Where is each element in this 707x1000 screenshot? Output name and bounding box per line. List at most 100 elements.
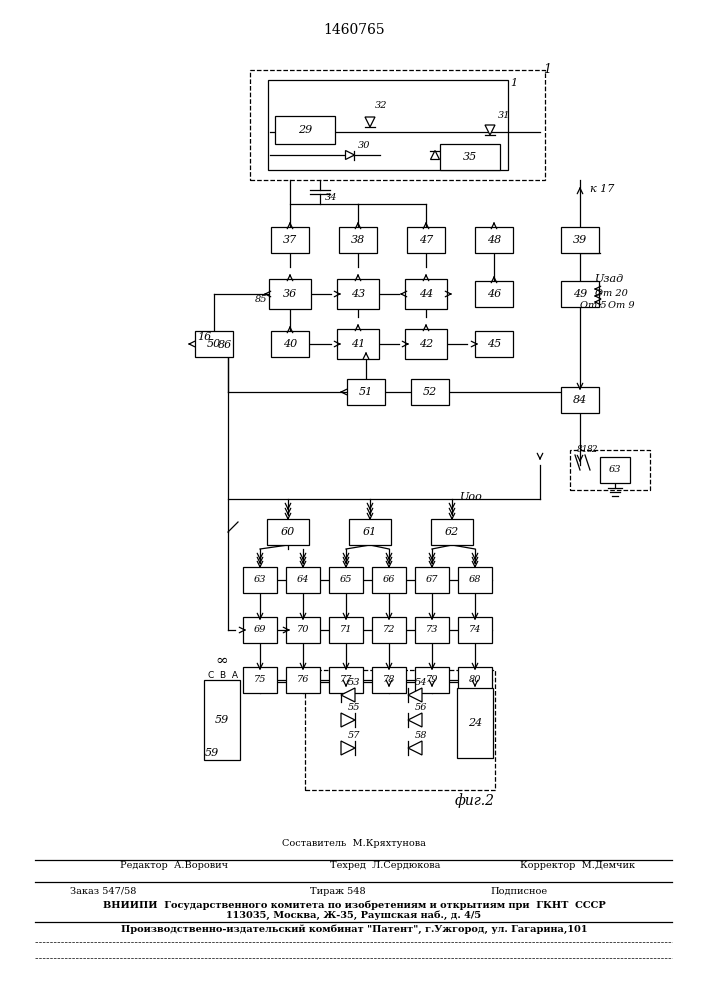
Text: 72: 72 xyxy=(382,626,395,635)
Bar xyxy=(339,227,377,253)
Bar xyxy=(458,567,492,593)
Text: 57: 57 xyxy=(348,731,361,740)
Bar xyxy=(415,667,449,693)
Text: 70: 70 xyxy=(297,626,309,635)
Text: 65: 65 xyxy=(340,576,352,584)
Text: 81: 81 xyxy=(577,445,588,454)
Text: 35: 35 xyxy=(463,152,477,162)
Polygon shape xyxy=(365,117,375,127)
Text: ВНИИПИ  Государственного комитета по изобретениям и открытиям при  ГКНТ  СССР: ВНИИПИ Государственного комитета по изоб… xyxy=(103,900,605,910)
Text: 16: 16 xyxy=(197,332,211,342)
Text: Производственно-издательский комбинат "Патент", г.Ужгород, ул. Гагарина,101: Производственно-издательский комбинат "П… xyxy=(121,924,588,934)
Text: 48: 48 xyxy=(487,235,501,245)
Text: 80: 80 xyxy=(469,676,481,684)
Bar xyxy=(415,617,449,643)
Text: 56: 56 xyxy=(415,703,428,712)
Bar xyxy=(305,670,495,790)
Text: 49: 49 xyxy=(573,289,587,299)
Bar xyxy=(457,688,493,758)
Text: 61: 61 xyxy=(363,527,377,537)
Text: 50: 50 xyxy=(207,339,221,349)
Polygon shape xyxy=(346,150,354,159)
Text: 55: 55 xyxy=(348,703,361,712)
Polygon shape xyxy=(485,125,495,135)
Text: 40: 40 xyxy=(283,339,297,349)
Text: фиг.2: фиг.2 xyxy=(455,793,495,808)
Bar xyxy=(329,567,363,593)
Bar xyxy=(475,331,513,357)
Text: 46: 46 xyxy=(487,289,501,299)
Text: 45: 45 xyxy=(487,339,501,349)
Text: Техред  Л.Сердюкова: Техред Л.Сердюкова xyxy=(330,861,440,870)
Bar xyxy=(204,680,240,760)
Text: 54: 54 xyxy=(415,678,428,687)
Text: 59: 59 xyxy=(215,715,229,725)
Text: 52: 52 xyxy=(423,387,437,397)
Text: 36: 36 xyxy=(283,289,297,299)
Bar xyxy=(405,279,447,309)
Text: Uоо: Uоо xyxy=(460,492,483,502)
Text: 78: 78 xyxy=(382,676,395,684)
Bar xyxy=(347,379,385,405)
Polygon shape xyxy=(408,741,422,755)
Text: Составитель  М.Кряхтунова: Составитель М.Кряхтунова xyxy=(282,839,426,848)
Text: 71: 71 xyxy=(340,626,352,635)
Text: Uзад: Uзад xyxy=(595,274,624,284)
Text: 34: 34 xyxy=(325,193,337,202)
Text: 113035, Москва, Ж-35, Раушская наб., д. 4/5: 113035, Москва, Ж-35, Раушская наб., д. … xyxy=(226,910,481,920)
Bar xyxy=(600,457,630,483)
Polygon shape xyxy=(431,150,440,159)
Text: 31: 31 xyxy=(498,111,510,120)
Text: 59: 59 xyxy=(205,748,219,758)
Bar xyxy=(431,519,473,545)
Text: 60: 60 xyxy=(281,527,295,537)
Bar xyxy=(268,80,508,170)
Text: 1: 1 xyxy=(543,63,551,76)
Text: C  B  A: C B A xyxy=(208,671,238,680)
Text: 41: 41 xyxy=(351,339,365,349)
Text: 73: 73 xyxy=(426,626,438,635)
Bar xyxy=(561,227,599,253)
Text: 32: 32 xyxy=(375,101,387,110)
Polygon shape xyxy=(341,713,355,727)
Bar xyxy=(243,667,277,693)
Text: От 9: От 9 xyxy=(608,301,635,310)
Bar xyxy=(372,567,406,593)
Text: ∞: ∞ xyxy=(215,654,228,668)
Bar xyxy=(475,281,513,307)
Text: 1: 1 xyxy=(510,78,517,88)
Text: 63: 63 xyxy=(609,466,621,475)
Bar xyxy=(243,617,277,643)
Text: 76: 76 xyxy=(297,676,309,684)
Bar xyxy=(269,279,311,309)
Bar xyxy=(275,116,335,144)
Text: 47: 47 xyxy=(419,235,433,245)
Text: 1460765: 1460765 xyxy=(323,23,385,37)
Text: 24: 24 xyxy=(468,718,482,728)
Bar xyxy=(561,281,599,307)
Text: 68: 68 xyxy=(469,576,481,584)
Text: 39: 39 xyxy=(573,235,587,245)
Polygon shape xyxy=(341,741,355,755)
Text: Редактор  А.Ворович: Редактор А.Ворович xyxy=(120,861,228,870)
Text: 53: 53 xyxy=(348,678,361,687)
Text: 29: 29 xyxy=(298,125,312,135)
Text: 43: 43 xyxy=(351,289,365,299)
Text: 86: 86 xyxy=(218,340,233,350)
Text: 74: 74 xyxy=(469,626,481,635)
Bar xyxy=(267,519,309,545)
Text: Корректор  М.Демчик: Корректор М.Демчик xyxy=(520,861,635,870)
Bar xyxy=(329,667,363,693)
Text: 82: 82 xyxy=(587,445,599,454)
Bar xyxy=(243,567,277,593)
Text: 58: 58 xyxy=(415,731,428,740)
Bar xyxy=(458,667,492,693)
Text: к 17: к 17 xyxy=(590,184,614,194)
Bar xyxy=(372,667,406,693)
Text: 85: 85 xyxy=(255,295,267,304)
Bar xyxy=(250,70,545,180)
Text: c  b  a: c b a xyxy=(208,741,235,750)
Bar xyxy=(405,329,447,359)
Text: 75: 75 xyxy=(254,676,267,684)
Polygon shape xyxy=(341,688,355,702)
